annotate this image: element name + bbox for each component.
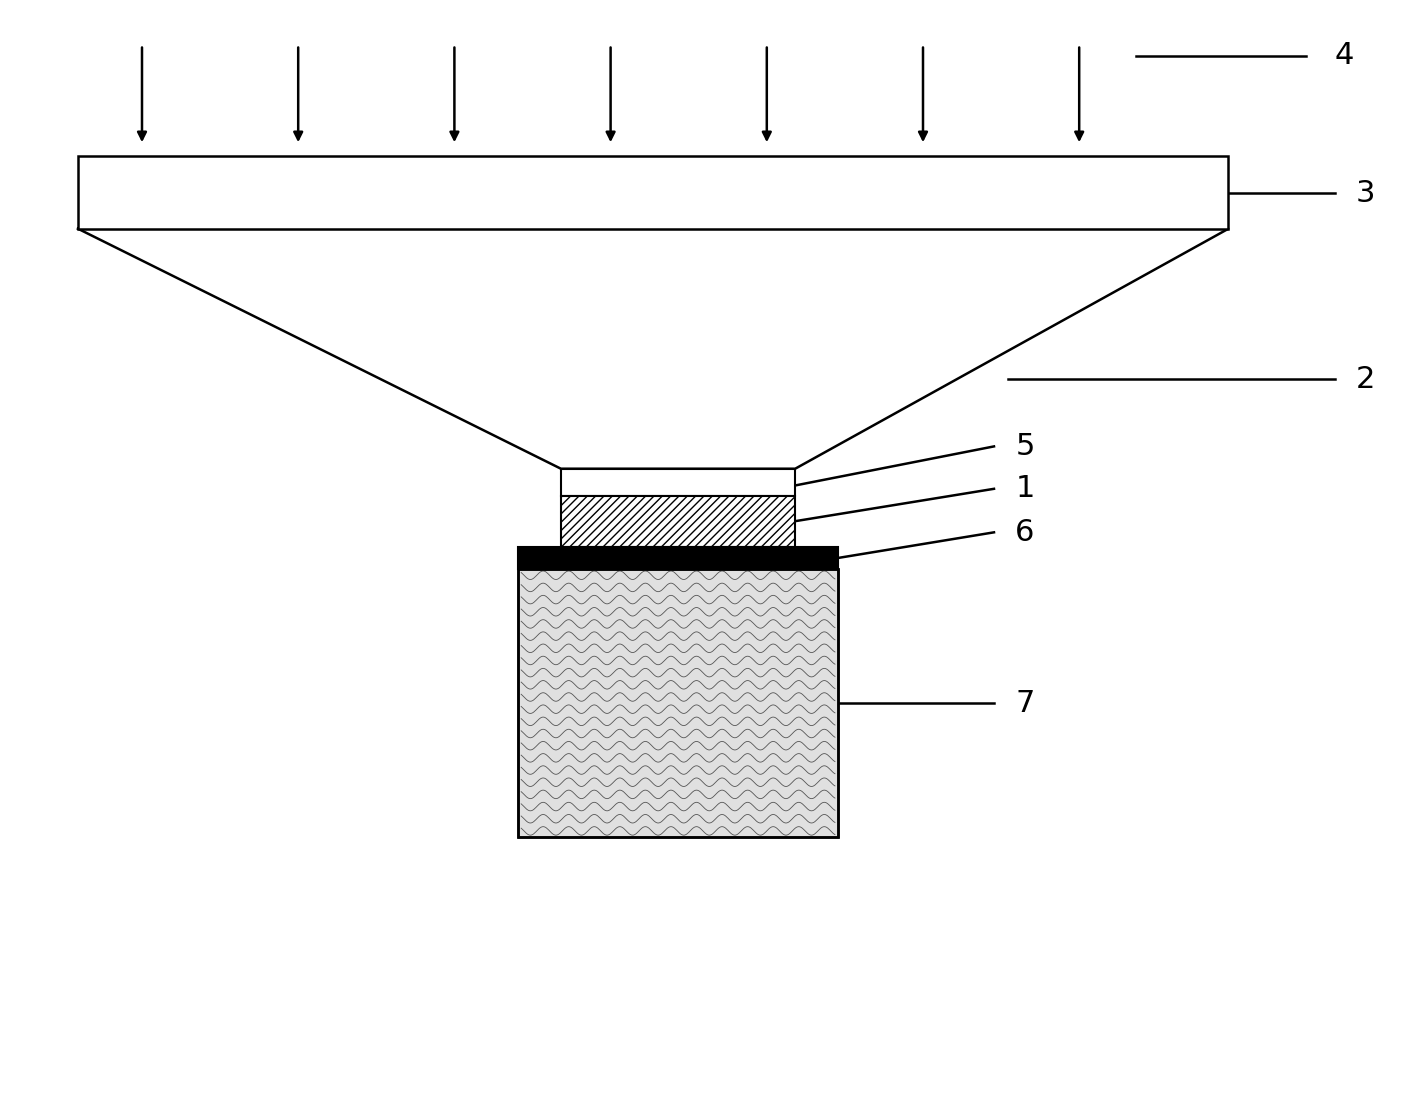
Text: 1: 1 (1015, 474, 1035, 503)
Bar (518, 569, 838, 837)
Bar (561, 469, 795, 496)
Bar (518, 547, 838, 569)
Text: 3: 3 (1356, 179, 1376, 208)
Bar (561, 496, 795, 547)
Text: 7: 7 (1015, 689, 1035, 718)
Text: 5: 5 (1015, 432, 1035, 461)
Text: 2: 2 (1356, 365, 1376, 394)
Bar (518, 569, 838, 837)
Text: 6: 6 (1015, 518, 1035, 547)
Text: 4: 4 (1335, 41, 1355, 70)
Bar (78, 156, 1228, 229)
